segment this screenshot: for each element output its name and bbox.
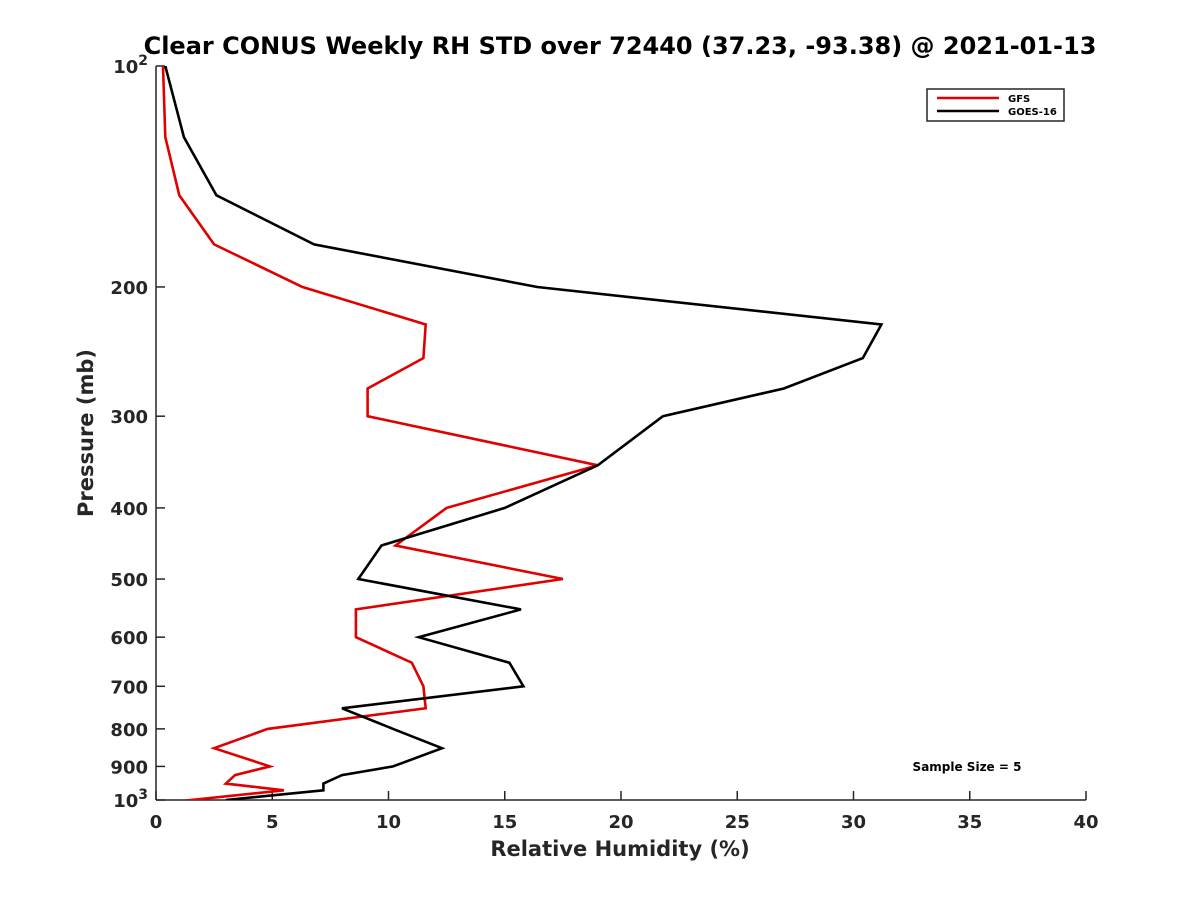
x-tick-label-0: 0 [150, 812, 163, 833]
x-tick-label-10: 10 [376, 812, 401, 833]
y-tick-label-1000: 103 [113, 787, 148, 812]
x-tick-label-20: 20 [608, 812, 633, 833]
x-tick-label-25: 25 [725, 812, 750, 833]
series-line-gfs [161, 66, 599, 800]
y-tick-label-500: 500 [110, 570, 148, 591]
legend-label-gfs: GFS [1008, 94, 1030, 105]
x-axis-label: Relative Humidity (%) [490, 837, 749, 861]
x-tick-label-5: 5 [266, 812, 279, 833]
sample-size-annotation: Sample Size = 5 [913, 760, 1022, 774]
y-tick-label-700: 700 [110, 677, 148, 698]
y-tick-label-100: 102 [113, 53, 148, 78]
y-tick-label-600: 600 [110, 628, 148, 649]
y-tick-label-900: 900 [110, 757, 148, 778]
x-tick-label-40: 40 [1073, 812, 1098, 833]
legend-box [926, 88, 1065, 122]
y-tick-label-400: 400 [110, 499, 148, 520]
chart-title: Clear CONUS Weekly RH STD over 72440 (37… [144, 32, 1097, 60]
x-tick-label-35: 35 [957, 812, 982, 833]
plot-area: 0 5 10 15 20 25 30 35 40 102 200 300 400 500 600 700 800… [110, 53, 1098, 833]
y-axis-label: Pressure (mb) [74, 349, 98, 517]
y-tick-label-300: 300 [110, 407, 148, 428]
x-tick-label-15: 15 [492, 812, 517, 833]
series-line-goes-16 [164, 66, 884, 800]
legend-label-goes-16: GOES-16 [1008, 107, 1057, 118]
y-tick-label-800: 800 [110, 720, 148, 741]
y-tick-label-200: 200 [110, 278, 148, 299]
x-tick-label-30: 30 [841, 812, 866, 833]
